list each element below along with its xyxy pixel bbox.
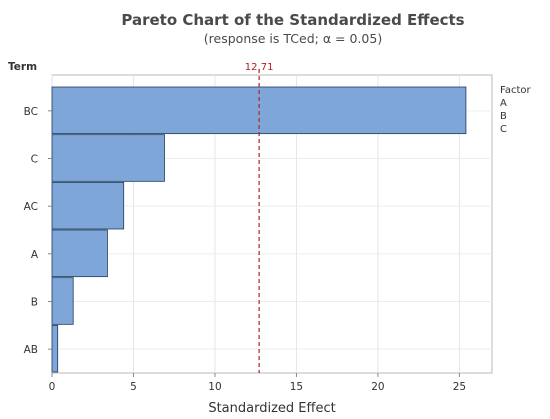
reference-line-label: 12.71 xyxy=(245,62,274,73)
x-tick-label: 25 xyxy=(453,381,466,393)
bar-ac xyxy=(51,181,125,230)
chart-title: Pareto Chart of the Standardized Effects xyxy=(121,11,464,29)
y-tick-label: A xyxy=(31,249,39,261)
bar-a xyxy=(51,229,108,278)
legend: Factor A B C xyxy=(500,85,531,135)
bar-c xyxy=(51,134,165,182)
y-tick-label: AC xyxy=(24,201,38,213)
y-tick-label: C xyxy=(31,154,38,166)
x-axis-title: Standardized Effect xyxy=(208,401,335,416)
x-tick-labels: 0 5 10 15 20 25 xyxy=(49,373,466,393)
bar-ab xyxy=(51,324,59,373)
legend-entry-c: C xyxy=(500,124,507,135)
x-tick-label: 20 xyxy=(371,381,384,393)
legend-entry-a: A xyxy=(500,98,507,109)
chart-subtitle: (response is TCed; α = 0.05) xyxy=(204,31,382,46)
y-tick-label: BC xyxy=(24,106,38,118)
x-tick-label: 5 xyxy=(130,381,137,393)
y-tick-label: B xyxy=(31,297,38,309)
x-tick-label: 0 xyxy=(49,381,56,393)
reference-line-group: 12.71 xyxy=(245,62,274,373)
legend-title: Factor xyxy=(500,85,531,96)
legend-entry-b: B xyxy=(500,111,507,122)
y-tick-label: AB xyxy=(24,344,38,356)
bar-b xyxy=(51,277,74,325)
x-tick-label: 15 xyxy=(290,381,303,393)
x-tick-label: 10 xyxy=(208,381,221,393)
y-axis-title: Term xyxy=(8,61,37,73)
